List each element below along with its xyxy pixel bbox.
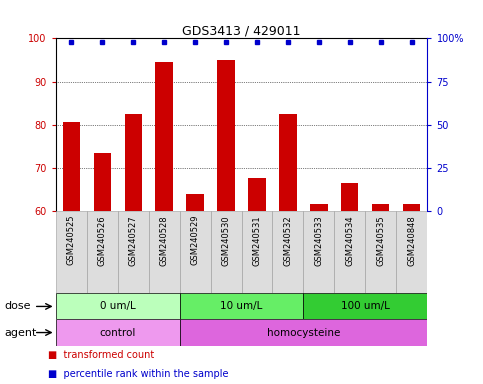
- Text: homocysteine: homocysteine: [267, 328, 340, 338]
- Bar: [211, 211, 242, 293]
- Bar: [56, 293, 180, 319]
- Bar: [56, 319, 180, 346]
- Bar: [62, 122, 80, 211]
- Text: 100 um/L: 100 um/L: [341, 301, 390, 311]
- Text: GSM240528: GSM240528: [159, 215, 169, 266]
- Text: GSM240535: GSM240535: [376, 215, 385, 266]
- Text: agent: agent: [5, 328, 37, 338]
- Text: 10 um/L: 10 um/L: [220, 301, 263, 311]
- Text: GSM240533: GSM240533: [314, 215, 324, 266]
- Bar: [272, 211, 303, 293]
- Bar: [242, 211, 272, 293]
- Bar: [125, 114, 142, 211]
- Text: GSM240534: GSM240534: [345, 215, 355, 266]
- Bar: [180, 293, 303, 319]
- Text: GSM240527: GSM240527: [128, 215, 138, 266]
- Bar: [311, 204, 327, 211]
- Bar: [56, 211, 86, 293]
- Text: ■  transformed count: ■ transformed count: [48, 350, 155, 360]
- Bar: [303, 211, 334, 293]
- Text: 0 um/L: 0 um/L: [99, 301, 135, 311]
- Bar: [117, 211, 149, 293]
- Text: control: control: [99, 328, 136, 338]
- Text: ■  percentile rank within the sample: ■ percentile rank within the sample: [48, 369, 229, 379]
- Bar: [186, 194, 203, 211]
- Bar: [217, 60, 235, 211]
- Bar: [248, 179, 266, 211]
- Bar: [372, 204, 389, 211]
- Bar: [334, 211, 366, 293]
- Bar: [94, 152, 111, 211]
- Bar: [180, 319, 427, 346]
- Bar: [303, 293, 427, 319]
- Text: GSM240529: GSM240529: [190, 215, 199, 265]
- Bar: [341, 183, 358, 211]
- Text: GSM240531: GSM240531: [253, 215, 261, 266]
- Bar: [149, 211, 180, 293]
- Title: GDS3413 / 429011: GDS3413 / 429011: [182, 24, 301, 37]
- Text: GSM240530: GSM240530: [222, 215, 230, 266]
- Text: dose: dose: [5, 301, 31, 311]
- Text: GSM240526: GSM240526: [98, 215, 107, 266]
- Text: GSM240532: GSM240532: [284, 215, 293, 266]
- Bar: [397, 211, 427, 293]
- Bar: [366, 211, 397, 293]
- Bar: [403, 204, 421, 211]
- Bar: [280, 114, 297, 211]
- Text: GSM240525: GSM240525: [67, 215, 75, 265]
- Bar: [86, 211, 117, 293]
- Bar: [156, 62, 172, 211]
- Text: GSM240848: GSM240848: [408, 215, 416, 266]
- Bar: [180, 211, 211, 293]
